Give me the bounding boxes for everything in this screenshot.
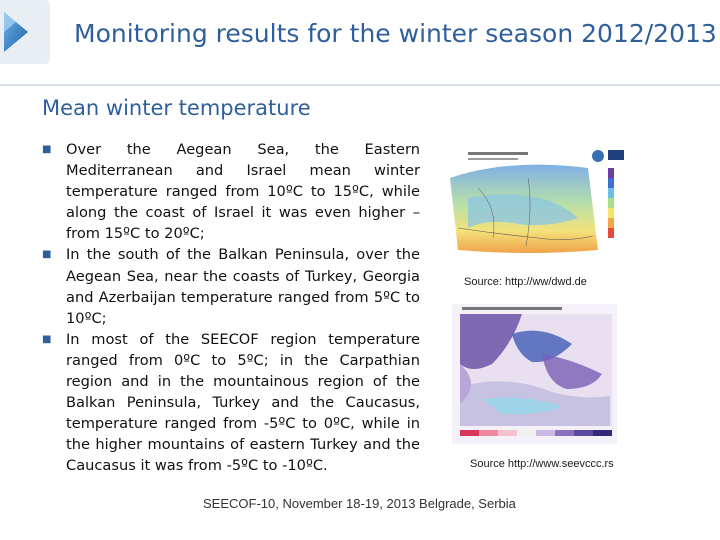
bullet-text: In most of the SEECOF region temperature… [66,330,420,475]
temperature-map-dwd [438,138,633,268]
bullet-item: ■ In the south of the Balkan Peninsula, … [42,244,420,328]
bullet-item: ■ In most of the SEECOF region temperatu… [42,329,420,477]
figure-caption: Source http://www.seevccc.rs [470,458,614,470]
bullet-square-icon: ■ [42,249,52,261]
footer-text: SEECOF-10, November 18-19, 2013 Belgrade… [203,496,516,511]
bullet-list: ■ Over the Aegean Sea, the Eastern Medit… [42,139,420,477]
temperature-map-seevccc [452,304,617,444]
bullet-text: Over the Aegean Sea, the Eastern Mediter… [66,141,420,243]
logo-tab-icon [0,0,50,64]
figure-caption: Source: http://ww/dwd.de [464,276,587,288]
bullet-text: In the south of the Balkan Peninsula, ov… [66,246,420,327]
page-title: Monitoring results for the winter season… [74,19,717,48]
bullet-item: ■ Over the Aegean Sea, the Eastern Medit… [42,139,420,244]
bullet-square-icon: ■ [42,333,52,345]
header-divider [0,84,720,86]
bullet-square-icon: ■ [42,144,52,155]
section-subtitle: Mean winter temperature [42,96,311,120]
header-band [0,0,720,84]
